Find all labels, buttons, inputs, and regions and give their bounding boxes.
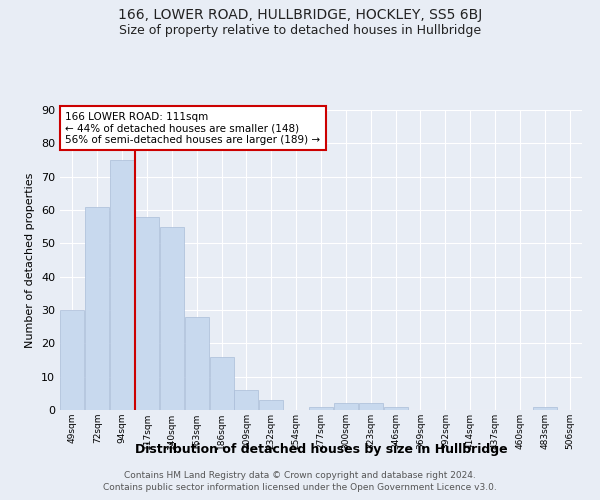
Bar [209, 356, 233, 410]
Bar [185, 316, 209, 410]
Bar [85, 206, 109, 410]
Text: Size of property relative to detached houses in Hullbridge: Size of property relative to detached ho… [119, 24, 481, 37]
Bar [135, 216, 159, 410]
Bar [110, 160, 134, 410]
Y-axis label: Number of detached properties: Number of detached properties [25, 172, 35, 348]
Text: Distribution of detached houses by size in Hullbridge: Distribution of detached houses by size … [134, 442, 508, 456]
Text: Contains HM Land Registry data © Crown copyright and database right 2024.: Contains HM Land Registry data © Crown c… [124, 471, 476, 480]
Text: 166 LOWER ROAD: 111sqm
← 44% of detached houses are smaller (148)
56% of semi-de: 166 LOWER ROAD: 111sqm ← 44% of detached… [65, 112, 320, 144]
Bar [61, 310, 85, 410]
Text: 166, LOWER ROAD, HULLBRIDGE, HOCKLEY, SS5 6BJ: 166, LOWER ROAD, HULLBRIDGE, HOCKLEY, SS… [118, 8, 482, 22]
Bar [259, 400, 283, 410]
Bar [533, 406, 557, 410]
Bar [309, 406, 333, 410]
Bar [383, 406, 407, 410]
Bar [334, 404, 358, 410]
Bar [160, 226, 184, 410]
Text: Contains public sector information licensed under the Open Government Licence v3: Contains public sector information licen… [103, 484, 497, 492]
Bar [359, 404, 383, 410]
Bar [235, 390, 259, 410]
